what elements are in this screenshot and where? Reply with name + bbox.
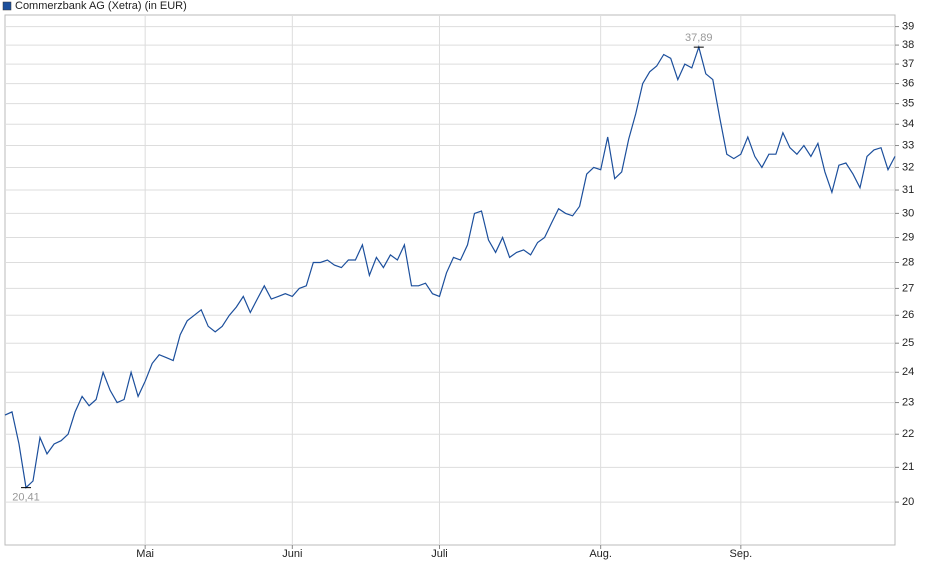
value-label: 37,89 xyxy=(685,32,713,44)
y-tick-label: 37 xyxy=(902,58,914,70)
y-tick-label: 21 xyxy=(902,461,914,473)
y-tick-label: 33 xyxy=(902,139,914,151)
value-label: 20,41 xyxy=(12,492,40,504)
y-tick-label: 29 xyxy=(902,231,914,243)
x-tick-label: Juli xyxy=(431,548,448,560)
y-tick-label: 22 xyxy=(902,428,914,440)
y-tick-label: 25 xyxy=(902,337,914,349)
x-tick-label: Juni xyxy=(282,548,302,560)
price-line xyxy=(4,45,896,489)
y-tick-label: 20 xyxy=(902,496,914,508)
y-tick-label: 36 xyxy=(902,77,914,89)
x-tick-label: Aug. xyxy=(589,548,612,560)
y-tick-label: 30 xyxy=(902,207,914,219)
legend-swatch xyxy=(2,1,12,11)
y-tick-label: 38 xyxy=(902,39,914,51)
y-tick-label: 28 xyxy=(902,256,914,268)
x-tick-label: Mai xyxy=(136,548,154,560)
x-tick-label: Sep. xyxy=(730,548,753,560)
y-tick-label: 24 xyxy=(902,366,914,378)
y-tick-label: 34 xyxy=(902,118,914,130)
y-tick-label: 39 xyxy=(902,20,914,32)
y-tick-label: 27 xyxy=(902,282,914,294)
legend-label: Commerzbank AG (Xetra) (in EUR) xyxy=(15,0,187,12)
y-tick-label: 32 xyxy=(902,161,914,173)
plot-area xyxy=(4,14,896,546)
y-tick-label: 35 xyxy=(902,98,914,110)
y-tick-label: 26 xyxy=(902,309,914,321)
y-tick-label: 23 xyxy=(902,396,914,408)
y-tick-label: 31 xyxy=(902,184,914,196)
